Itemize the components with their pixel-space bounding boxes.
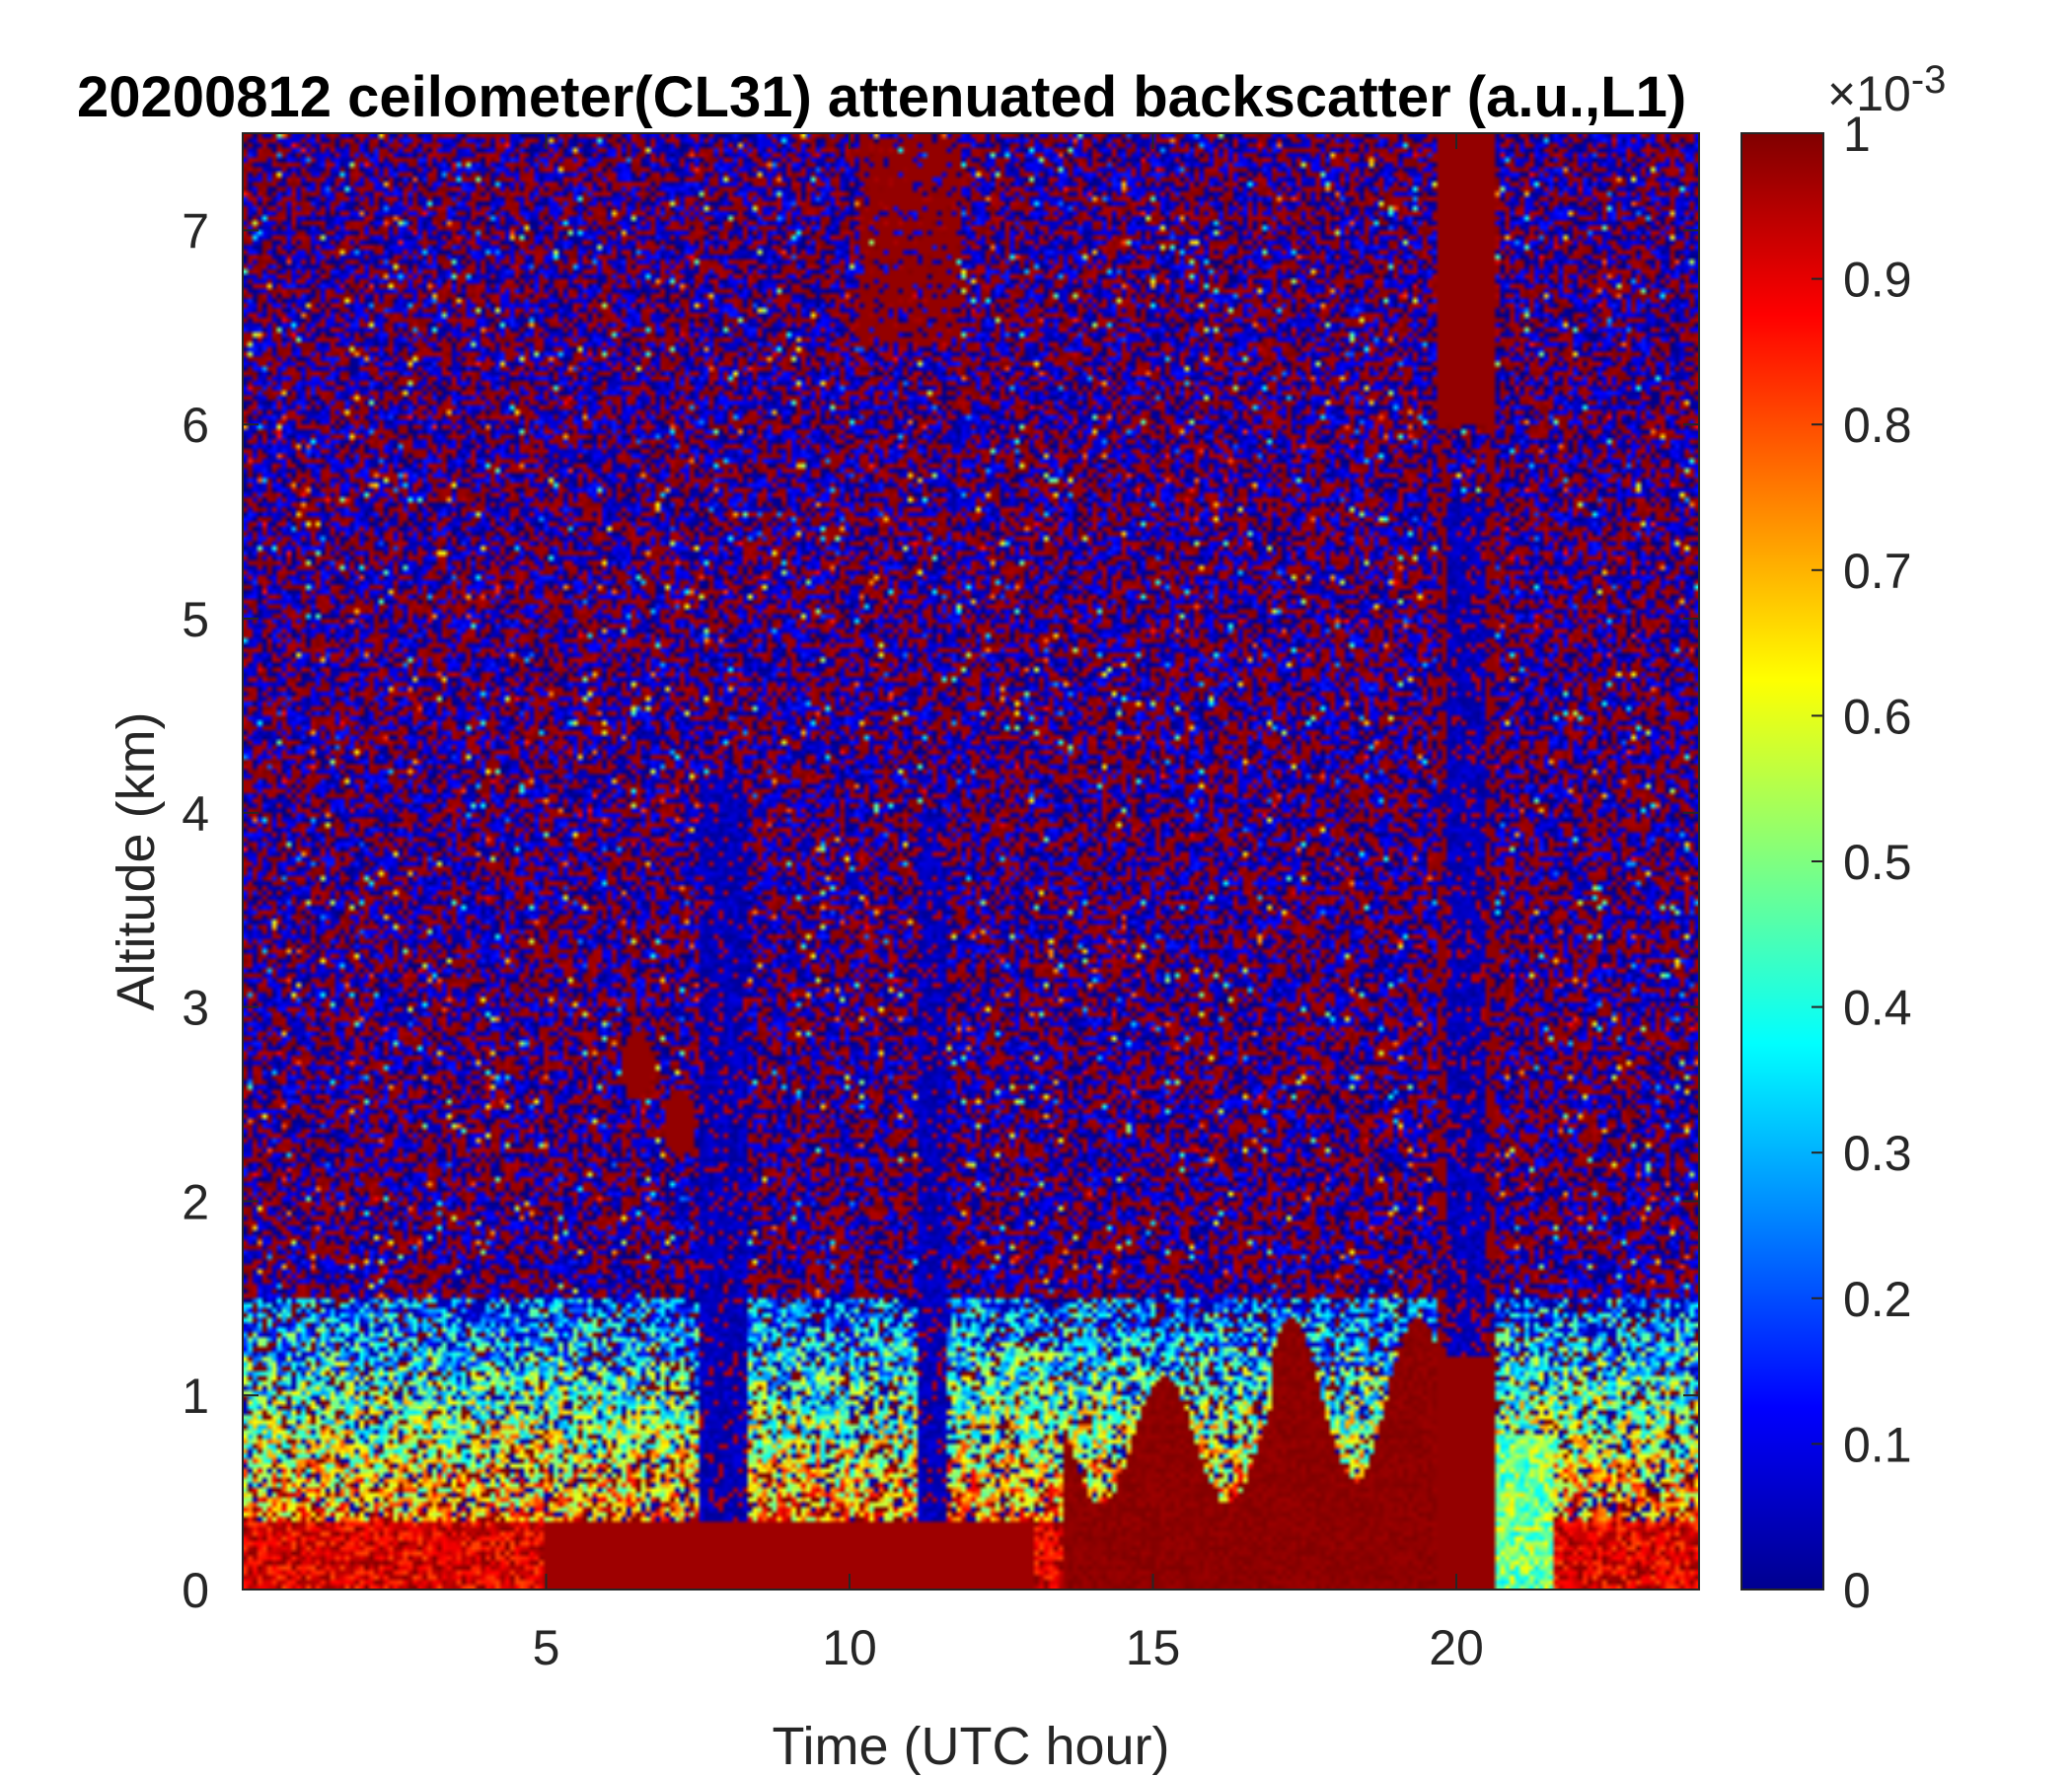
colorbar-multiplier-exponent: -3 [1911,58,1947,102]
y-tick-label: 6 [182,398,209,453]
y-tick-label: 1 [182,1369,209,1424]
chart-title: 20200812 ceilometer(CL31) attenuated bac… [77,65,1686,129]
colorbar-tick-label: 1 [1843,107,1871,162]
colorbar-tick-label: 0.4 [1843,981,1912,1036]
y-tick-label: 4 [182,786,209,842]
colorbar-tick-label: 0.3 [1843,1126,1912,1181]
plot-frame [242,132,1700,1591]
x-tick-label: 15 [1126,1620,1181,1675]
colorbar-tick-label: 0.5 [1843,835,1912,890]
colorbar-tick-label: 0.1 [1843,1417,1912,1472]
x-tick-label: 20 [1429,1620,1484,1675]
y-tick-label: 0 [182,1563,209,1618]
colorbar-tick-label: 0.2 [1843,1272,1912,1327]
x-axis-label: Time (UTC hour) [772,1717,1169,1776]
x-axis-ticks: 5 10 15 20 [533,133,1484,1675]
x-tick-label: 10 [822,1620,877,1675]
y-tick-label: 3 [182,981,209,1036]
y-tick-label: 7 [182,203,209,259]
colorbar-ticks: 0 0.1 0.2 0.3 0.4 0.5 0.6 0.7 0.8 0.9 1 [1812,107,1912,1618]
backscatter-heatmap [243,133,1699,1590]
y-tick-label: 5 [182,592,209,647]
colorbar-gradient [1740,132,1824,1591]
colorbar-tick-label: 0.7 [1843,544,1912,599]
colorbar-tick-label: 0 [1843,1563,1871,1618]
colorbar-multiplier-base: ×10 [1827,66,1911,121]
colorbar-tick-label: 0.8 [1843,398,1912,453]
colorbar-tick-label: 0.6 [1843,689,1912,744]
colorbar-multiplier: ×10-3 [1827,58,1946,121]
x-tick-label: 5 [533,1620,560,1675]
y-axis-ticks: 0 1 2 3 4 5 6 7 [182,203,1699,1618]
colorbar-tick-label: 0.9 [1843,253,1912,308]
plot-area [242,132,1700,1591]
y-axis-label: Altitude (km) [107,711,166,1010]
y-tick-label: 2 [182,1174,209,1229]
colorbar: 0 0.1 0.2 0.3 0.4 0.5 0.6 0.7 0.8 0.9 1 ×10-3 [1740,58,1946,1618]
